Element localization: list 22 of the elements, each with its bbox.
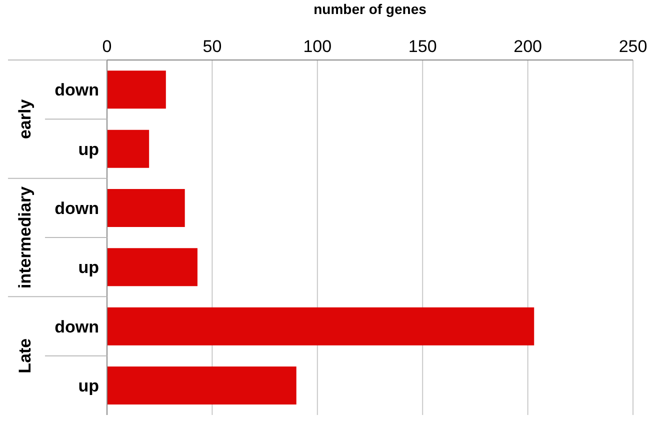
text: Late [16,338,34,374]
y-tick-label: up [78,140,99,159]
bar [107,307,534,346]
x-tick-label: 200 [514,37,542,56]
y-tick-label: up [78,376,99,396]
x-tick-label: 150 [408,37,437,56]
y-tick-label: down [54,198,99,218]
x-tick-label: 0 [102,37,112,56]
bar [107,366,296,404]
bar [107,130,150,168]
bar [107,248,198,286]
y-tick-label: down [54,80,99,100]
text: intermediary [16,186,34,289]
x-tick-label: 100 [303,37,332,56]
text: early [16,98,34,140]
x-tick-label: 50 [202,37,222,56]
x-tick-label: 250 [618,37,648,56]
y-tick-label: up [78,258,99,278]
y-tick-label: down [54,317,99,336]
bar [107,188,185,227]
x-axis-title: number of genes [314,0,427,17]
bar [107,70,166,109]
